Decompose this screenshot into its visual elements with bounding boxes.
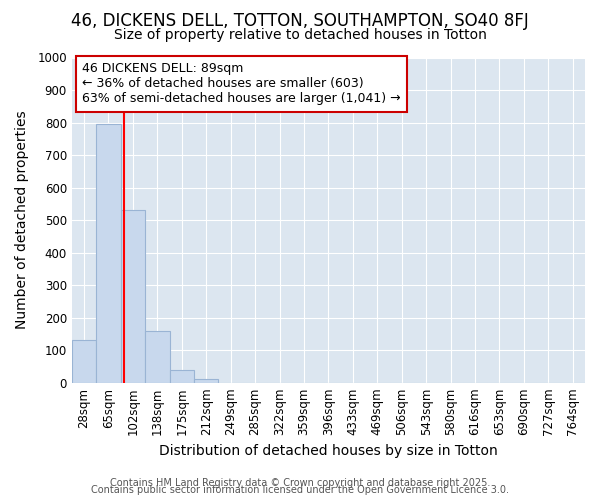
Text: Contains HM Land Registry data © Crown copyright and database right 2025.: Contains HM Land Registry data © Crown c… [110, 478, 490, 488]
Bar [121, 210, 145, 382]
Bar [72, 340, 96, 382]
Bar [145, 330, 170, 382]
X-axis label: Distribution of detached houses by size in Totton: Distribution of detached houses by size … [159, 444, 498, 458]
Text: 46 DICKENS DELL: 89sqm
← 36% of detached houses are smaller (603)
63% of semi-de: 46 DICKENS DELL: 89sqm ← 36% of detached… [82, 62, 401, 106]
Y-axis label: Number of detached properties: Number of detached properties [15, 111, 29, 330]
Bar [96, 124, 121, 382]
Bar [170, 370, 194, 382]
Bar [194, 380, 218, 382]
Text: Size of property relative to detached houses in Totton: Size of property relative to detached ho… [113, 28, 487, 42]
Text: 46, DICKENS DELL, TOTTON, SOUTHAMPTON, SO40 8FJ: 46, DICKENS DELL, TOTTON, SOUTHAMPTON, S… [71, 12, 529, 30]
Text: Contains public sector information licensed under the Open Government Licence 3.: Contains public sector information licen… [91, 485, 509, 495]
